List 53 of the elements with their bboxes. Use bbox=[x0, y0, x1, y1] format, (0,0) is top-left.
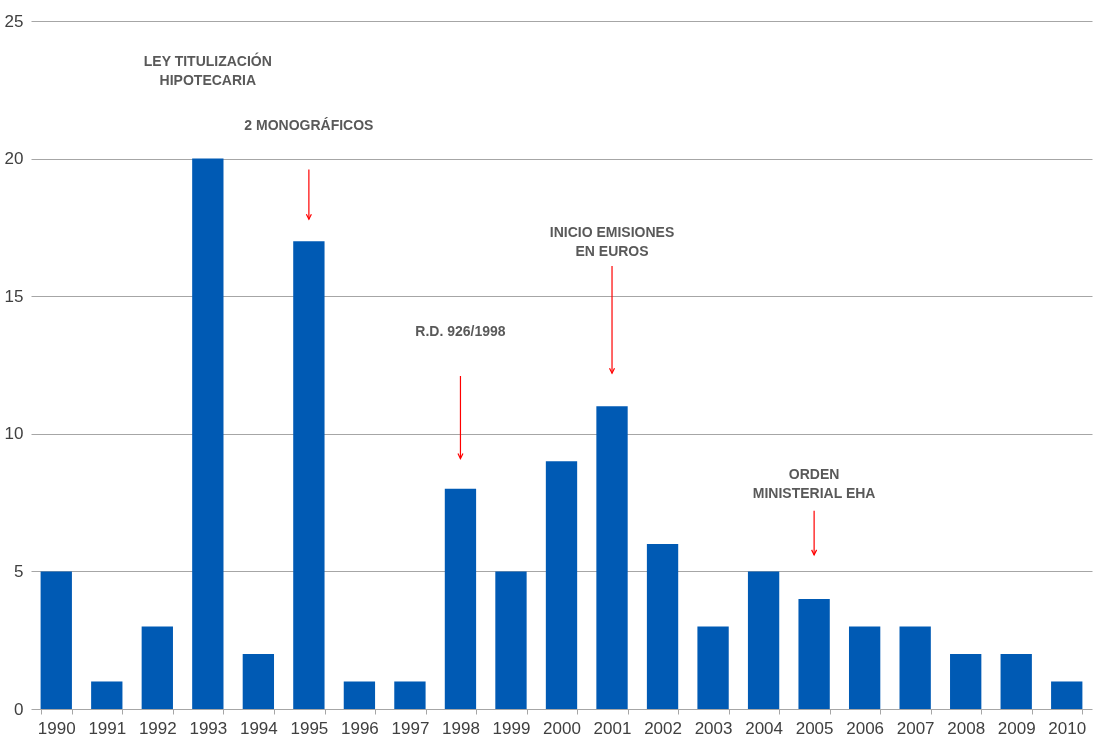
x-tick-label: 1995 bbox=[290, 718, 329, 738]
x-tick-label: 2010 bbox=[1048, 718, 1087, 738]
x-tick-label: 1990 bbox=[37, 718, 76, 738]
x-tick-label: 2009 bbox=[997, 718, 1036, 738]
bar bbox=[495, 571, 527, 709]
y-tick-label: 5 bbox=[14, 561, 24, 581]
bar bbox=[899, 626, 931, 709]
y-tick-label: 25 bbox=[4, 11, 24, 31]
y-tick-label: 20 bbox=[4, 149, 24, 169]
x-tick-label: 1992 bbox=[138, 718, 177, 738]
bar bbox=[545, 461, 578, 709]
bar bbox=[242, 653, 275, 709]
bar bbox=[798, 598, 830, 709]
bar bbox=[950, 653, 982, 709]
bar bbox=[697, 626, 729, 709]
x-tick-label: 1994 bbox=[239, 718, 278, 738]
bar bbox=[1000, 653, 1032, 709]
bar bbox=[91, 681, 123, 709]
x-tick-label: 2003 bbox=[694, 718, 733, 738]
x-tick-label: 1998 bbox=[442, 718, 480, 738]
x-tick-label: 2000 bbox=[543, 718, 581, 738]
bar bbox=[596, 406, 628, 709]
annotation: LEY TITULIZACIÓN HIPOTECARIA bbox=[143, 52, 272, 89]
bar bbox=[192, 158, 224, 709]
x-tick-label: 2004 bbox=[745, 718, 784, 738]
annotation: ORDEN MINISTERIAL EHA bbox=[752, 466, 876, 502]
x-tick-label: 2001 bbox=[593, 718, 632, 738]
x-tick-label: 1991 bbox=[88, 718, 127, 738]
x-tick-label: 2005 bbox=[795, 718, 834, 738]
bar bbox=[646, 543, 679, 709]
x-tick-label: 2002 bbox=[644, 718, 682, 738]
y-tick-label: 15 bbox=[4, 286, 24, 306]
bar bbox=[747, 571, 780, 709]
x-tick-label: 1993 bbox=[189, 718, 228, 738]
bar bbox=[394, 681, 426, 709]
x-tick-label: 2006 bbox=[846, 718, 885, 738]
annotation: R.D. 926/1998 bbox=[415, 322, 506, 339]
bar bbox=[444, 488, 477, 709]
bar bbox=[293, 241, 325, 709]
y-tick-label: 10 bbox=[4, 424, 24, 444]
x-tick-label: 2007 bbox=[896, 718, 935, 738]
bar bbox=[1051, 681, 1083, 709]
x-tick-label: 1999 bbox=[492, 718, 531, 738]
bar bbox=[848, 626, 881, 709]
x-tick-label: 1997 bbox=[391, 718, 430, 738]
x-tick-label: 1996 bbox=[340, 718, 379, 738]
annotation: 2 MONOGRÁFICOS bbox=[244, 116, 374, 133]
bar bbox=[40, 571, 72, 709]
bar bbox=[343, 681, 376, 709]
x-tick-label: 2008 bbox=[947, 718, 986, 738]
bar bbox=[141, 626, 173, 709]
annotation: INICIO EMISIONES EN EUROS bbox=[549, 223, 675, 259]
y-tick-label: 0 bbox=[14, 699, 24, 719]
